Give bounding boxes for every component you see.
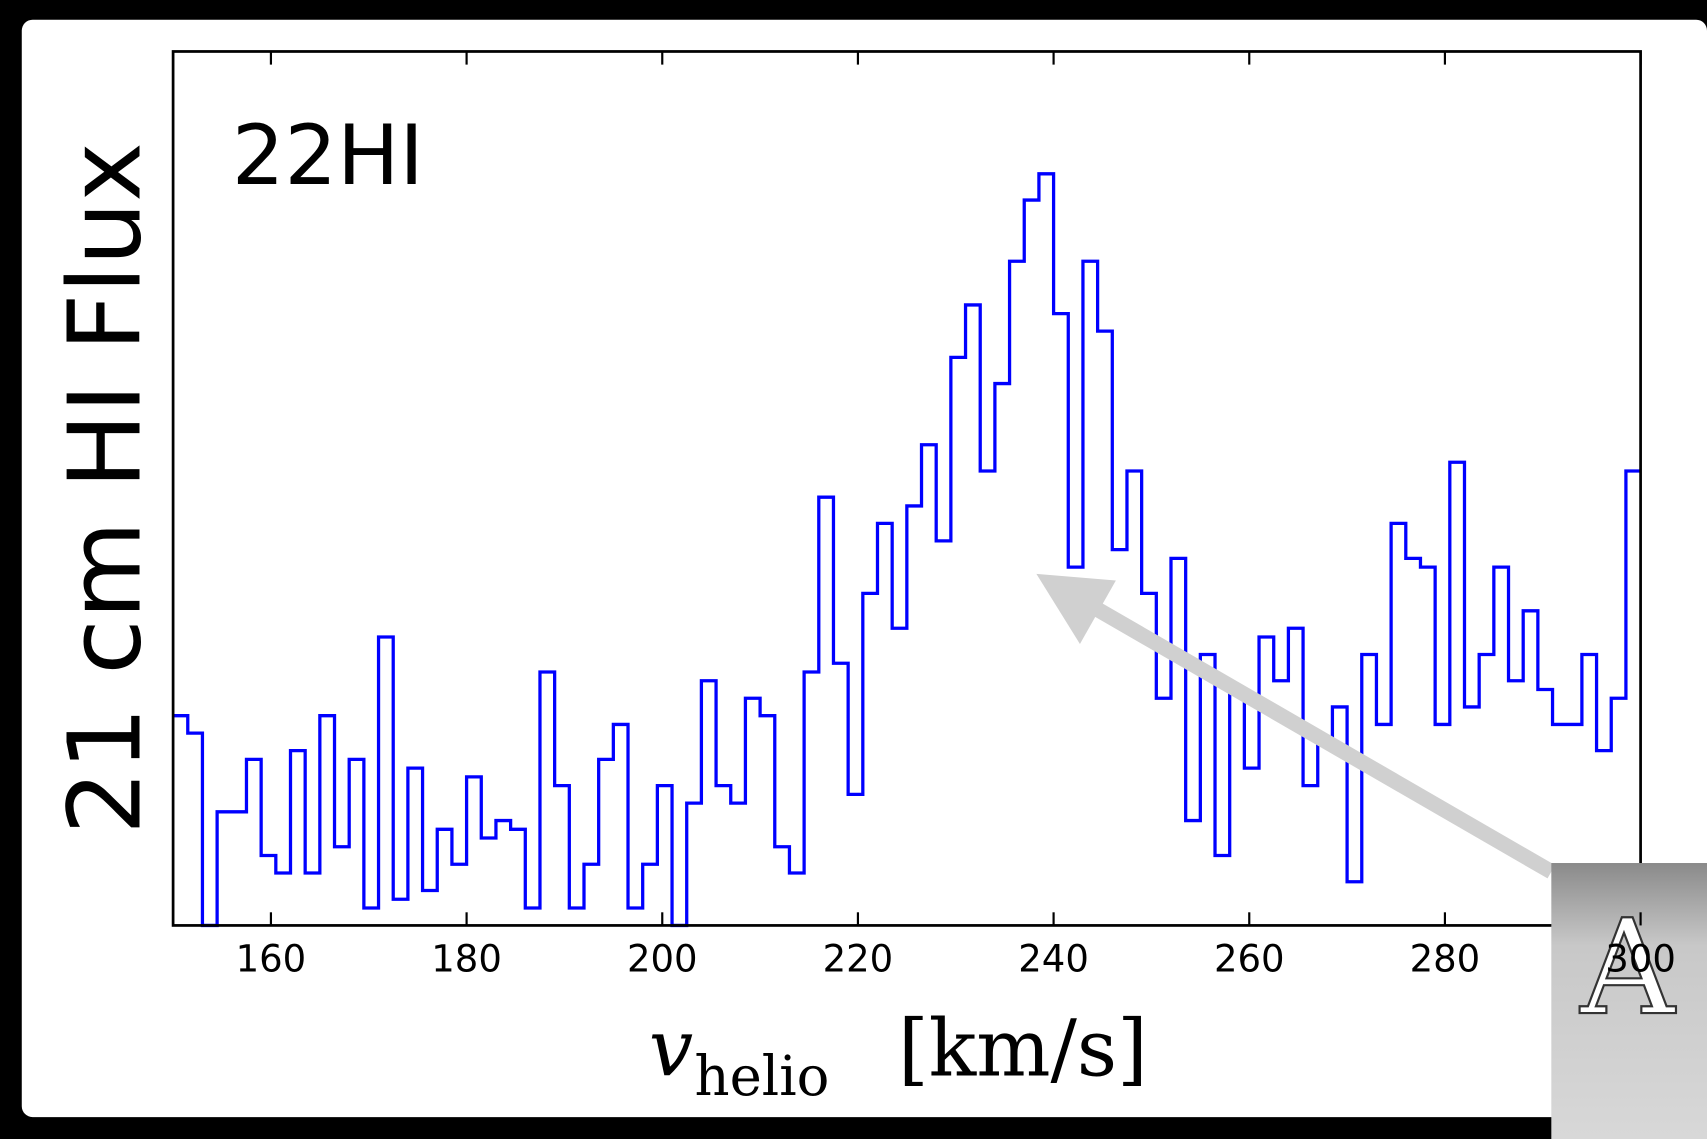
x-tick-label: 240 [1018,937,1089,980]
x-tick-label: 200 [627,937,698,980]
arrow-shaft [1073,591,1556,879]
x-label-unit: [km/s] [898,1002,1148,1094]
x-tick-label: 160 [236,937,307,980]
arrow-head [1036,573,1116,644]
y-axis-label: 21 cm HI Flux [47,142,164,835]
x-axis-label: v helio [km/s] [649,1002,1148,1108]
x-tick-label: 280 [1410,937,1481,980]
overlay: A [1036,573,1707,1139]
flux-line [173,172,1641,928]
x-label-subscript: helio [695,1044,830,1108]
overlay-box [1551,863,1707,1139]
x-tick-label: 180 [431,937,502,980]
axes-frame [171,50,1642,927]
x-label-symbol: v [649,1002,693,1094]
x-tick-label: 260 [1214,937,1285,980]
background [21,19,1707,1118]
x-tick-label: 300 [1605,937,1676,980]
annotation: 22HI [232,107,424,204]
x-tick-label: 220 [823,937,894,980]
overlay-label: A [1579,891,1676,1044]
plot-area [173,172,1641,928]
